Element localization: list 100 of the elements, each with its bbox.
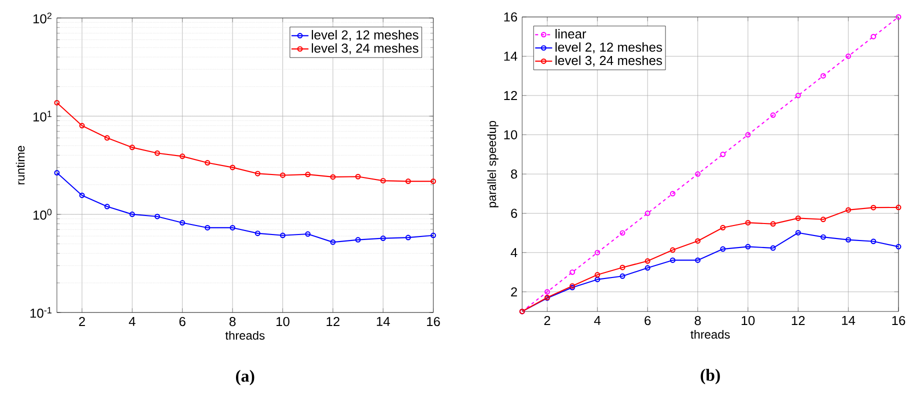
point [330,174,336,180]
point [620,273,626,279]
point [180,220,186,226]
x-tick-label: 8 [694,316,701,325]
point [594,276,600,282]
point [770,221,776,226]
point [745,244,751,250]
point [79,192,85,198]
point [405,234,411,240]
point [570,269,576,275]
y-tick-label: 8 [510,169,518,178]
x-tick-label: 16 [892,316,906,325]
point [230,224,236,230]
point [280,172,286,178]
point [745,132,751,138]
y-tick-label: 2 [511,287,517,296]
x-tick-label: 2 [79,316,85,326]
point [594,272,600,278]
point [896,14,902,20]
text: (a) [236,370,254,386]
x-tick-label: 10 [276,316,290,326]
point [254,170,260,176]
point [695,238,701,244]
point [820,216,826,222]
y-tick-label: 6 [511,208,518,218]
legend-label: level 3, 24 meshes [312,43,418,54]
point [870,204,876,210]
x-tick-label: 4 [128,316,136,326]
y-axis-title: runtime [16,146,25,184]
point [154,214,160,220]
x-tick-label: 16 [427,316,440,326]
point [355,174,361,180]
point [770,245,776,251]
point [305,231,311,237]
x-tick-label: 12 [792,316,805,325]
point [820,72,826,78]
point [846,236,852,242]
point [129,211,135,217]
x-tick-label: 8 [230,316,236,326]
y-tick-label: 4 [510,248,518,257]
y-tick-label: 14 [504,52,518,61]
point [745,220,751,226]
x-tick-label: 2 [544,316,550,325]
point [644,258,650,264]
point [720,152,726,157]
point [380,235,386,241]
point [594,250,600,256]
point [795,215,801,221]
y-tick-label: 10$^{-1}$ [30,306,52,318]
point [104,204,110,210]
point [104,135,110,141]
point [695,171,701,177]
point [870,34,876,40]
legend-label: level 3, 24 meshes [556,55,662,66]
point [79,122,85,128]
point [544,288,550,294]
point [870,238,876,244]
point [644,264,650,270]
y-tick-label: 12 [504,90,517,100]
point [846,207,852,213]
point [380,178,386,184]
legend-label: level 2, 12 meshes [556,42,662,54]
text: (b) [700,368,720,384]
x-tick-label: 4 [594,316,601,325]
point [720,246,726,252]
point [620,264,626,270]
point [405,178,411,184]
point [670,247,676,253]
x-axis-title: threads [225,330,265,340]
point [795,230,801,236]
point [695,257,701,263]
point [129,144,135,150]
point [230,164,236,170]
point [204,224,210,230]
legend-label: level 2, 12 meshes [312,30,418,41]
point [795,92,801,98]
point [154,150,160,156]
x-tick-label: 12 [326,316,340,326]
point [355,236,361,242]
x-tick-label: 10 [742,316,755,325]
point [620,230,626,236]
point [670,257,676,263]
x-axis-title: threads [690,330,730,339]
point [644,210,650,216]
point [280,232,286,238]
y-tick-label: 16 [504,12,518,22]
point [254,230,260,236]
point [846,53,852,59]
point [204,160,210,166]
y-tick-label: 10 [504,130,518,140]
point [770,112,776,118]
y-tick-label: 10$^{1}$ [33,110,52,122]
legend-label: linear [556,28,586,38]
y-tick-label: 10$^{2}$ [33,12,52,24]
x-tick-label: 14 [376,316,390,326]
x-tick-label: 6 [644,316,651,325]
point [330,239,336,245]
point [180,153,186,159]
x-tick-label: 6 [179,316,186,326]
point [720,224,726,230]
